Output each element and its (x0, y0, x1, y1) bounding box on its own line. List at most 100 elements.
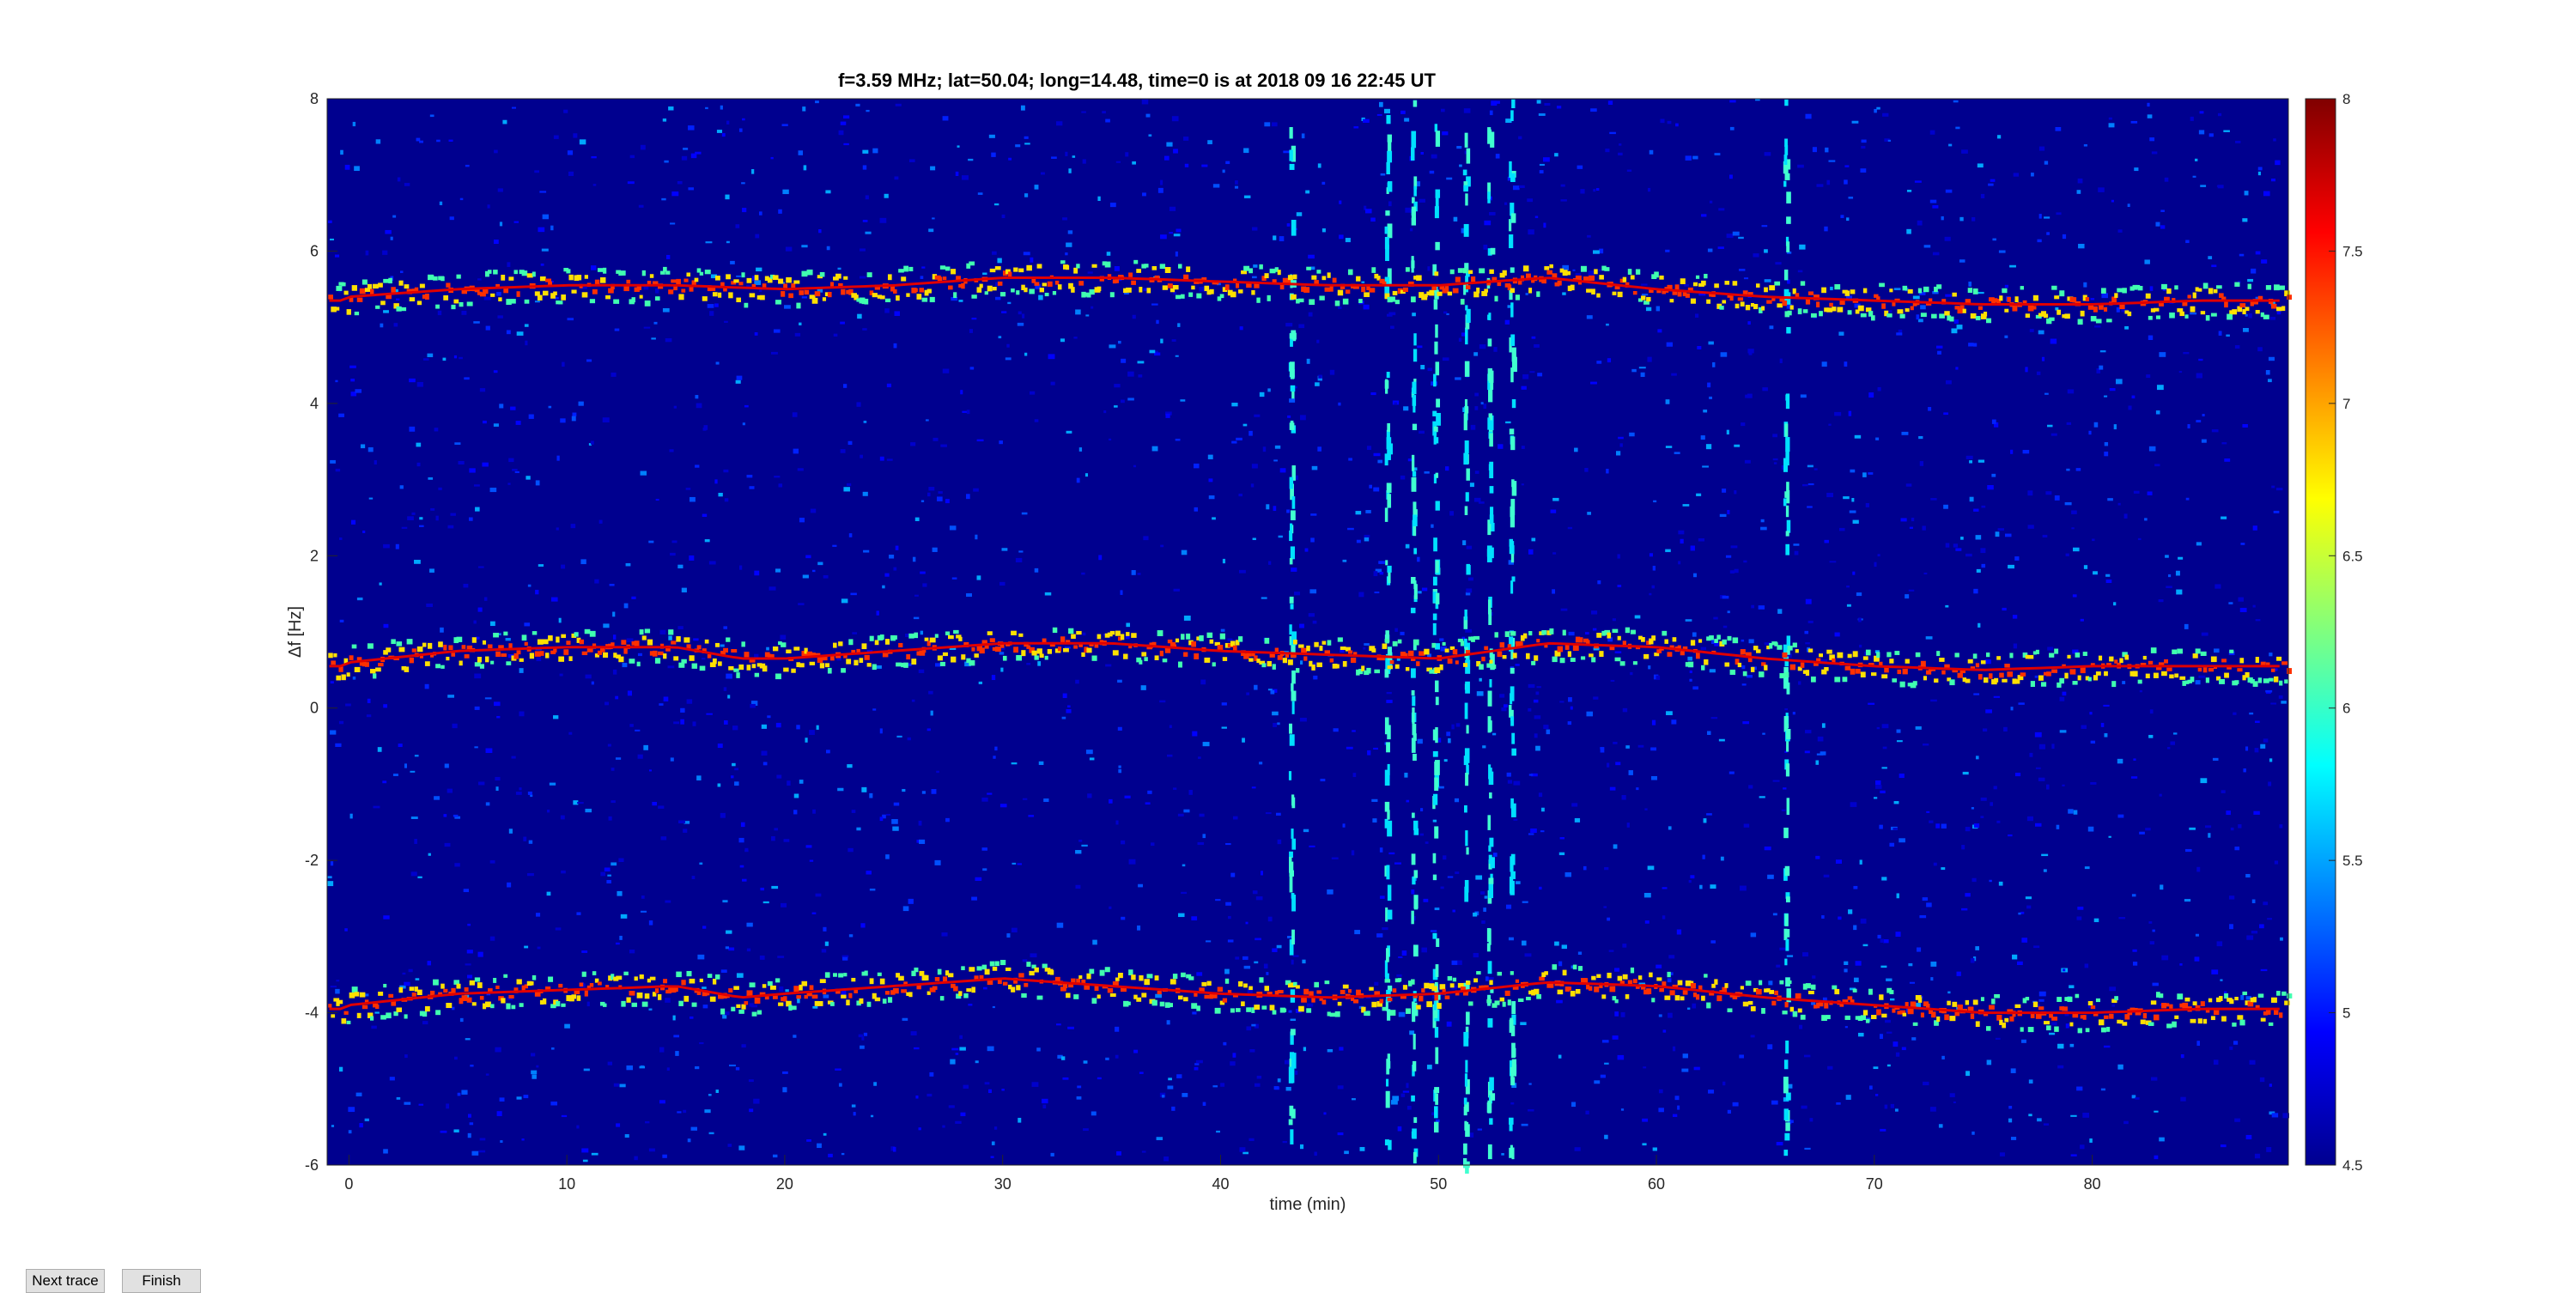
noise-speck (1528, 1108, 1534, 1112)
trace-point (1128, 969, 1133, 976)
noise-speck (1905, 483, 1912, 487)
noise-speck (2144, 259, 2150, 264)
noise-speck (1432, 819, 1437, 823)
noise-speck (1417, 345, 1423, 349)
noise-speck (327, 881, 334, 887)
noise-speck (331, 1125, 335, 1127)
trace-point (1714, 283, 1719, 288)
noise-speck (1606, 469, 1609, 474)
noise-speck (1429, 170, 1435, 174)
streak-segment (1432, 932, 1437, 939)
noise-speck (1001, 548, 1008, 551)
noise-speck (1075, 679, 1079, 684)
noise-speck (1820, 751, 1826, 756)
trace-point (558, 300, 563, 305)
trace-point (898, 642, 903, 648)
noise-speck (1838, 527, 1845, 531)
trace-point (1732, 637, 1739, 644)
noise-speck (619, 1084, 626, 1088)
noise-speck (441, 646, 445, 649)
trace-point (1941, 670, 1946, 675)
noise-speck (833, 333, 838, 337)
noise-speck (2246, 935, 2254, 940)
trace-point (456, 274, 461, 279)
trace-point (919, 970, 925, 976)
noise-speck (1943, 412, 1948, 416)
trace-point (2150, 308, 2156, 313)
noise-speck (434, 796, 440, 800)
trace-point (1978, 674, 1983, 680)
noise-speck (1943, 504, 1948, 509)
trace-point (1402, 287, 1408, 293)
noise-speck (805, 845, 812, 848)
streak-segment (1435, 680, 1439, 693)
noise-speck (1413, 467, 1418, 471)
noise-speck (465, 1038, 471, 1041)
streak-segment (1291, 895, 1296, 912)
noise-speck (2139, 689, 2142, 693)
trace-point (1447, 291, 1453, 296)
noise-speck (2072, 649, 2079, 654)
noise-speck (1317, 446, 1321, 452)
noise-speck (1805, 642, 1810, 645)
trace-point (908, 266, 914, 272)
noise-speck (2160, 225, 2166, 229)
noise-speck (1805, 598, 1812, 604)
noise-speck (1225, 901, 1231, 906)
noise-speck (930, 166, 936, 171)
trace-point (1881, 674, 1888, 679)
noise-speck (553, 715, 559, 719)
trace-point (1737, 297, 1744, 301)
trace-point (772, 275, 779, 281)
trace-point (1886, 313, 1893, 318)
noise-speck (934, 663, 941, 667)
noise-speck (1515, 881, 1521, 884)
trace-point (592, 288, 598, 294)
noise-speck (1552, 589, 1556, 594)
noise-speck (715, 1090, 719, 1094)
noise-speck (379, 582, 382, 586)
trace-point (1350, 657, 1357, 664)
trace-point (354, 666, 361, 672)
noise-speck (793, 448, 799, 454)
noise-speck (715, 361, 720, 365)
trace-point (686, 644, 691, 649)
noise-speck (1308, 613, 1315, 617)
trace-point (1625, 627, 1631, 634)
noise-speck (1997, 528, 2005, 531)
trace-point (2051, 669, 2058, 673)
noise-speck (1398, 956, 1403, 958)
trace-point (2250, 300, 2254, 307)
noise-speck (695, 395, 699, 399)
noise-speck (1539, 170, 1544, 174)
noise-speck (2269, 316, 2276, 320)
noise-speck (1273, 459, 1278, 462)
noise-speck (677, 1111, 682, 1114)
trace-point (1687, 661, 1694, 668)
noise-speck (1521, 483, 1524, 486)
trace-point (1481, 656, 1485, 662)
noise-speck (2066, 422, 2072, 425)
noise-speck (693, 638, 699, 641)
noise-speck (1607, 917, 1611, 921)
noise-speck (1513, 818, 1518, 821)
noise-speck (734, 768, 739, 771)
noise-speck (1278, 535, 1283, 538)
streak-segment (1434, 1121, 1439, 1133)
noise-speck (812, 809, 816, 814)
trace-point (1662, 630, 1668, 636)
trace-point (712, 292, 718, 297)
noise-speck (2037, 1118, 2042, 1122)
noise-speck (799, 517, 805, 523)
noise-speck (929, 1071, 934, 1077)
noise-speck (1115, 820, 1119, 825)
noise-speck (1598, 269, 1601, 272)
noise-speck (1276, 812, 1281, 816)
noise-speck (1895, 1052, 1900, 1057)
streak-segment (1510, 1025, 1516, 1036)
trace-point (854, 294, 859, 300)
noise-speck (1109, 798, 1113, 804)
noise-speck (1658, 1014, 1662, 1017)
trace-point (1821, 669, 1827, 675)
noise-speck (1178, 913, 1185, 918)
